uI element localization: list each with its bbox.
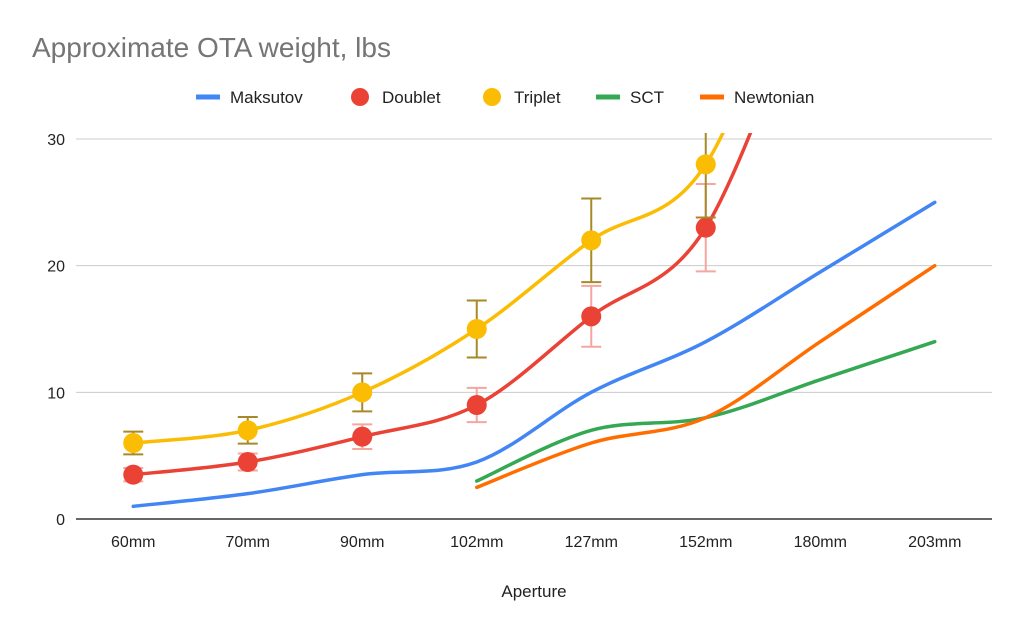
- data-point-triplet: [352, 382, 373, 403]
- data-point-doublet: [352, 426, 373, 447]
- legend-marker-doublet: [351, 88, 369, 106]
- x-tick-label: 203mm: [908, 534, 961, 551]
- data-point-doublet: [695, 217, 716, 238]
- x-axis-ticks: 60mm 70mm 90mm 102mm 127mm 152mm 180mm 203mm: [111, 534, 961, 551]
- data-point-doublet: [581, 306, 602, 327]
- x-tick-label: 180mm: [794, 534, 847, 551]
- legend-label: Maksutov: [230, 88, 303, 107]
- series-line-triplet: [131, 133, 725, 445]
- y-tick-label: 30: [47, 132, 65, 149]
- series-layer: [123, 0, 937, 509]
- data-point-triplet: [581, 230, 602, 251]
- gridlines: [76, 138, 992, 520]
- legend-label: Newtonian: [734, 88, 814, 107]
- series-line-maksutov: [131, 200, 937, 509]
- x-tick-label: 60mm: [111, 534, 155, 551]
- x-tick-label: 127mm: [565, 534, 618, 551]
- legend-label: Triplet: [514, 88, 561, 107]
- legend-label: SCT: [630, 88, 664, 107]
- legend-marker-triplet: [483, 88, 501, 106]
- x-tick-label: 90mm: [340, 534, 384, 551]
- x-tick-label: 102mm: [450, 534, 503, 551]
- data-point-triplet: [466, 319, 487, 339]
- legend-label: Doublet: [382, 88, 441, 107]
- data-point-triplet: [237, 420, 258, 441]
- x-tick-label: 70mm: [226, 534, 270, 551]
- series-line-newtonian: [475, 263, 937, 490]
- x-tick-label: 152mm: [679, 534, 732, 551]
- error-bar: [810, 0, 830, 35]
- data-point-doublet: [466, 395, 487, 415]
- y-tick-label: 20: [47, 259, 65, 276]
- data-point-triplet: [695, 154, 716, 175]
- legend: Maksutov Doublet Triplet SCT Newtonian: [196, 88, 814, 107]
- y-tick-label: 0: [56, 512, 65, 529]
- x-axis-label: Aperture: [501, 582, 566, 601]
- data-point-doublet: [237, 452, 258, 472]
- data-point-triplet: [123, 433, 144, 453]
- y-axis-ticks: 0 10 20 30: [47, 132, 65, 529]
- chart-title: Approximate OTA weight, lbs: [32, 32, 391, 63]
- data-point-doublet: [123, 464, 144, 485]
- y-tick-label: 10: [47, 385, 65, 402]
